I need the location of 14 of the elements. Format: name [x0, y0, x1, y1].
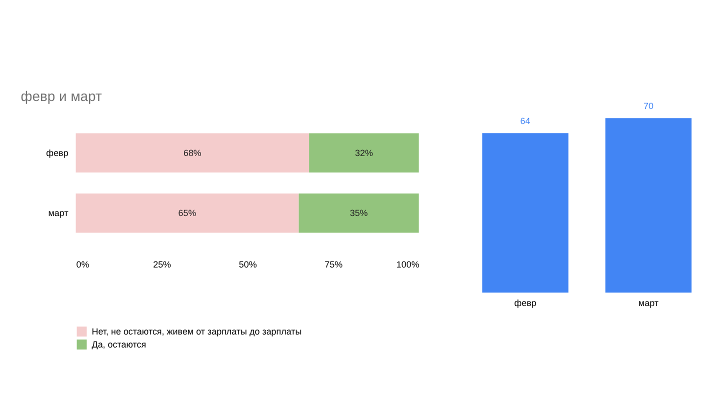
x-tick-label: 50%: [238, 259, 257, 270]
x-tick-label: 0%: [76, 259, 90, 270]
data-label: 65%: [178, 208, 196, 218]
x-tick-label: 25%: [153, 259, 172, 270]
x-tick-label: 100%: [396, 259, 420, 270]
data-label: 64: [520, 116, 530, 126]
data-label: 35%: [350, 208, 368, 218]
legend-label: Да, остаются: [92, 340, 146, 350]
x-tick-label: 75%: [324, 259, 343, 270]
chart-title: февр и март: [20, 88, 103, 104]
data-label: 32%: [354, 148, 373, 158]
data-label: 70: [643, 101, 654, 112]
data-label: 68%: [183, 148, 202, 158]
legend-label: Нет, не остаются, живем от зарплаты до зарплаты: [92, 326, 302, 337]
